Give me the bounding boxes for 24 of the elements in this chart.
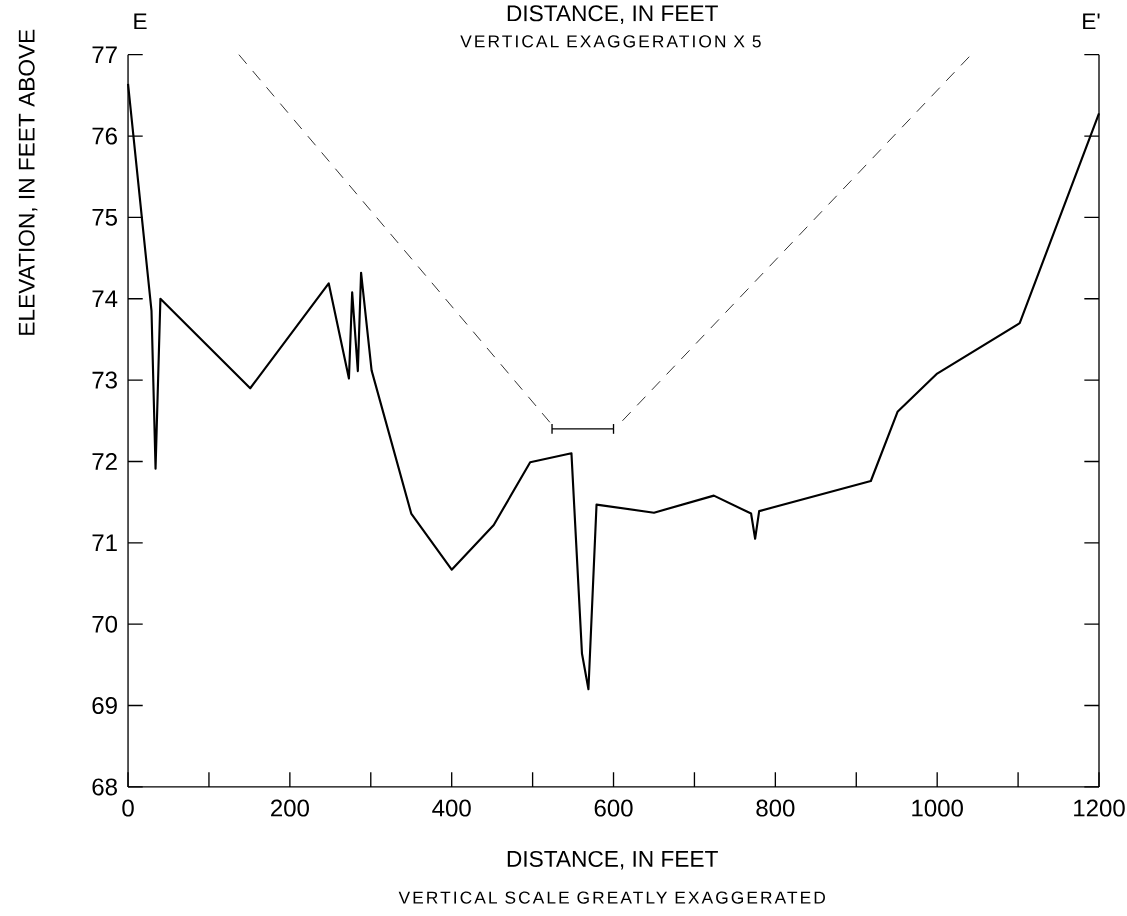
x-tick-label: 800 — [756, 799, 795, 817]
y-tick-label: 76 — [92, 127, 117, 145]
y-axis-title: ELEVATION, IN FEET ABOVE — [18, 29, 38, 335]
x-tick-label: 1000 — [912, 799, 963, 817]
y-tick-label: 70 — [92, 615, 118, 633]
x-tick-label: 0 — [122, 799, 134, 817]
text: VERTICAL SCALE GREATLY EXAGGERATED — [398, 891, 825, 904]
y-tick-label: 68 — [92, 778, 117, 796]
text: E' — [1083, 13, 1100, 29]
x-axis-title: DISTANCE, IN FEET — [507, 850, 718, 870]
y-tick-label: 73 — [92, 371, 117, 389]
y-tick-label: 69 — [92, 696, 117, 714]
y-tick-label: 71 — [92, 534, 117, 551]
chart-subtitle: VERTICAL EXAGGERATION X 5 — [460, 35, 761, 48]
x-tick-label: 200 — [271, 799, 309, 817]
x-tick-label: 600 — [594, 799, 633, 817]
y-tick-label: 74 — [92, 290, 118, 307]
x-tick-label: 1200 — [1074, 799, 1125, 817]
y-tick-label: 75 — [92, 208, 117, 226]
text: E — [134, 13, 147, 29]
y-tick-label: 77 — [92, 46, 117, 63]
chart-title: DISTANCE, IN FEET — [507, 5, 718, 24]
x-tick-label: 400 — [432, 799, 471, 817]
y-tick-label: 72 — [92, 452, 117, 470]
